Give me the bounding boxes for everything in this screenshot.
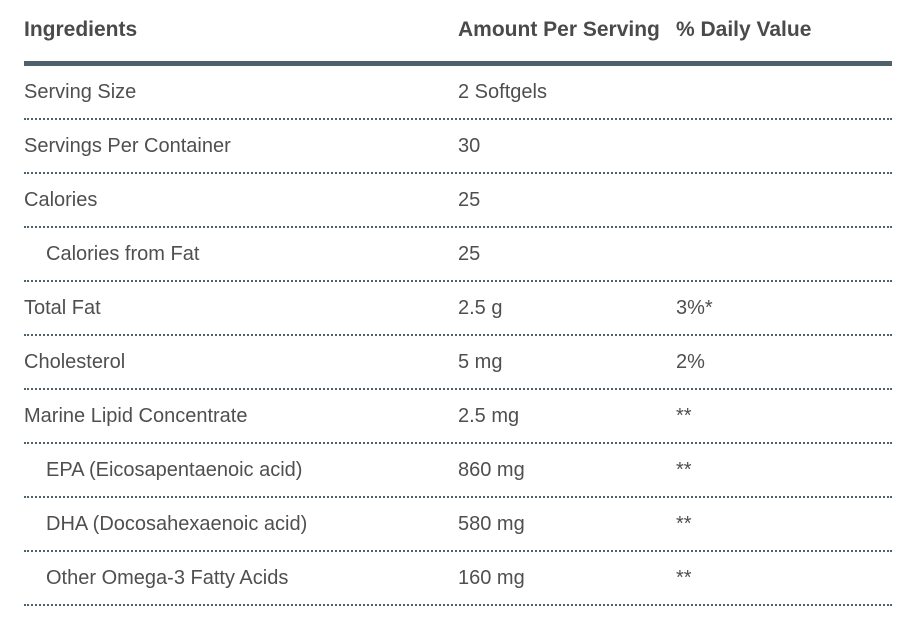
ingredient-cell: Serving Size [24,81,137,103]
column-header-label: Amount Per Serving [458,18,660,41]
ingredient-cell: Cholesterol [24,351,126,373]
column-header-label: Ingredients [24,18,138,41]
amount-cell: 30 [458,135,481,157]
daily-value-cell: ** [676,459,692,481]
ingredient-cell: Servings Per Container [24,135,231,157]
table-row-calories: Calories 25 [24,174,892,228]
ingredient-cell: DHA (Docosahexaenoic acid) [46,513,308,535]
table-row-total-fat: Total Fat 2.5 g 3%* [24,282,892,336]
table-row-epa: EPA (Eicosapentaenoic acid) 860 mg ** [24,444,892,498]
amount-cell: 5 mg [458,351,503,373]
table-row-calories-from-fat: Calories from Fat 25 [24,228,892,282]
daily-value-cell: 2% [676,351,705,373]
amount-cell: 580 mg [458,513,525,535]
table-row-other-omega-3: Other Omega-3 Fatty Acids 160 mg ** [24,552,892,606]
ingredient-cell: EPA (Eicosapentaenoic acid) [46,459,303,481]
ingredient-cell: Marine Lipid Concentrate [24,405,248,427]
table-header-row: Ingredients Amount Per Serving % Daily V… [24,0,892,66]
column-header-amount-per-serving: Amount Per Serving [458,14,676,46]
ingredient-cell: Calories from Fat [46,243,200,265]
column-header-label: % Daily Value [676,18,812,41]
table-row-serving-size: Serving Size 2 Softgels [24,66,892,120]
table-row-dha: DHA (Docosahexaenoic acid) 580 mg ** [24,498,892,552]
column-header-daily-value: % Daily Value [676,14,892,46]
amount-cell: 2.5 g [458,297,503,319]
daily-value-cell [676,187,892,213]
table-row-cholesterol: Cholesterol 5 mg 2% [24,336,892,390]
ingredient-cell: Other Omega-3 Fatty Acids [46,567,289,589]
supplement-facts-table: Ingredients Amount Per Serving % Daily V… [24,0,892,606]
amount-cell: 25 [458,243,481,265]
daily-value-cell: ** [676,405,692,427]
daily-value-cell: ** [676,513,692,535]
column-header-ingredients: Ingredients [24,14,458,46]
daily-value-cell [676,241,892,267]
amount-cell: 860 mg [458,459,525,481]
ingredient-cell: Calories [24,189,98,211]
amount-cell: 25 [458,189,481,211]
amount-cell: 2 Softgels [458,81,547,103]
table-row-marine-lipid-concentrate: Marine Lipid Concentrate 2.5 mg ** [24,390,892,444]
daily-value-cell [676,133,892,159]
amount-cell: 160 mg [458,567,525,589]
daily-value-cell: ** [676,567,692,589]
ingredient-cell: Total Fat [24,297,101,319]
amount-cell: 2.5 mg [458,405,520,427]
table-row-servings-per-container: Servings Per Container 30 [24,120,892,174]
daily-value-cell [676,79,892,105]
daily-value-cell: 3%* [676,297,713,319]
